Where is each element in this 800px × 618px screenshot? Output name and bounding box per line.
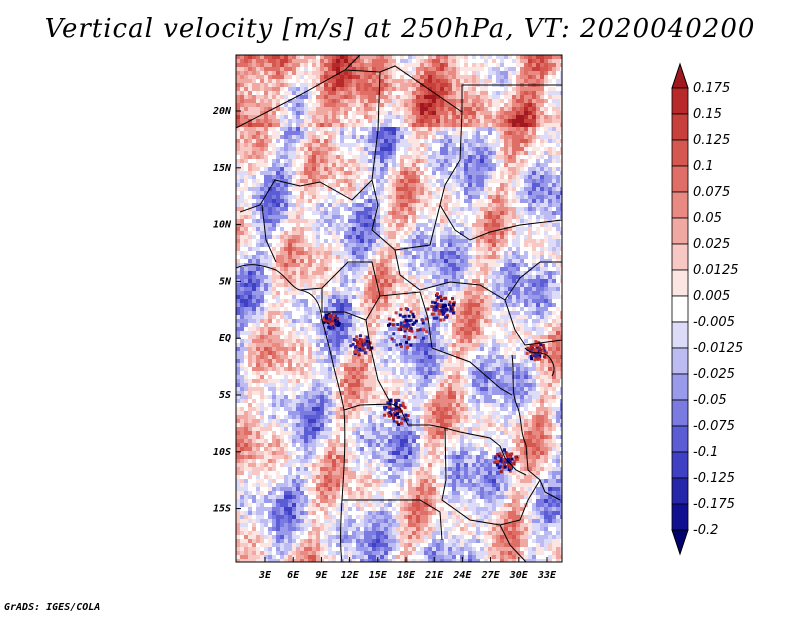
latitude-labels: 20N 15N 10N 5N EQ 5S 10S 15S	[212, 106, 241, 515]
lon-label: 9E	[315, 570, 328, 581]
lon-label: 21E	[424, 570, 444, 581]
colorbar-label: -0.025	[693, 367, 735, 382]
colorbar-label: -0.1	[693, 445, 718, 460]
lon-label: 12E	[341, 570, 360, 581]
colorbar-label: -0.175	[693, 497, 735, 512]
colorbar-segment	[671, 165, 689, 193]
colorbar-segment	[671, 295, 689, 323]
colorbar-segment	[671, 503, 689, 531]
lon-label: 3E	[258, 570, 272, 581]
colorbar-label: -0.2	[693, 523, 718, 538]
colorbar-label: 0.0125	[693, 263, 739, 278]
lat-label: 5N	[219, 276, 232, 287]
colorbar-label: -0.075	[693, 419, 735, 434]
colorbar-segment	[671, 399, 689, 427]
colorbar-label: 0.15	[693, 107, 722, 122]
colorbar-segment	[671, 243, 689, 271]
colorbar-bottom-arrow	[671, 529, 689, 556]
grads-credit: GrADS: IGES/COLA	[4, 602, 101, 613]
colorbar-label: -0.125	[693, 471, 735, 486]
colorbar-label: 0.175	[693, 81, 730, 96]
lat-label: 15S	[213, 504, 231, 515]
colorbar-label: 0.05	[693, 211, 722, 226]
colorbar-segment	[671, 269, 689, 297]
lon-label: 27E	[481, 570, 501, 581]
colorbar-label: -0.005	[693, 315, 735, 330]
map-title: Vertical velocity [m/s] at 250hPa, VT: 2…	[44, 14, 756, 44]
lon-label: 30E	[509, 570, 529, 581]
colorbar-label: -0.0125	[693, 341, 743, 356]
lat-label: 20N	[212, 106, 232, 117]
colorbar-segment	[671, 87, 689, 115]
lon-label: 33E	[537, 570, 557, 581]
lat-label: 10N	[213, 220, 232, 231]
colorbar-segment	[671, 425, 689, 453]
colorbar-label: -0.05	[693, 393, 727, 408]
colorbar-top-arrow	[671, 62, 689, 89]
colorbar-segment	[671, 113, 689, 141]
colorbar-label: 0.005	[693, 289, 730, 304]
colorbar-segment	[671, 373, 689, 401]
colorbar: 0.175 0.15 0.125 0.1 0.075 0.05 0.025 0.0125 0.0…	[671, 62, 743, 556]
lat-label: 10S	[213, 447, 231, 458]
country-borders	[236, 55, 562, 562]
colorbar-segment	[671, 139, 689, 167]
colorbar-segment	[671, 321, 689, 349]
colorbar-label: 0.075	[693, 185, 730, 200]
colorbar-segment	[671, 217, 689, 245]
lat-label: EQ	[219, 333, 231, 344]
velocity-field	[236, 55, 562, 562]
colorbar-label: 0.1	[693, 159, 714, 174]
lon-label: 18E	[397, 570, 416, 581]
lon-label: 6E	[287, 570, 300, 581]
colorbar-label: 0.025	[693, 237, 730, 252]
longitude-labels: 3E 6E 9E 12E 15E 18E 21E 24E 27E 30E 33E	[258, 557, 557, 581]
lon-label: 24E	[452, 570, 472, 581]
colorbar-segment	[671, 451, 689, 479]
colorbar-segment	[671, 191, 689, 219]
map-frame	[235, 54, 563, 563]
colorbar-segment	[671, 477, 689, 505]
colorbar-label: 0.125	[693, 133, 730, 148]
lat-label: 5S	[219, 390, 231, 401]
lon-label: 15E	[369, 570, 388, 581]
colorbar-segment	[671, 347, 689, 375]
lat-label: 15N	[213, 163, 232, 174]
